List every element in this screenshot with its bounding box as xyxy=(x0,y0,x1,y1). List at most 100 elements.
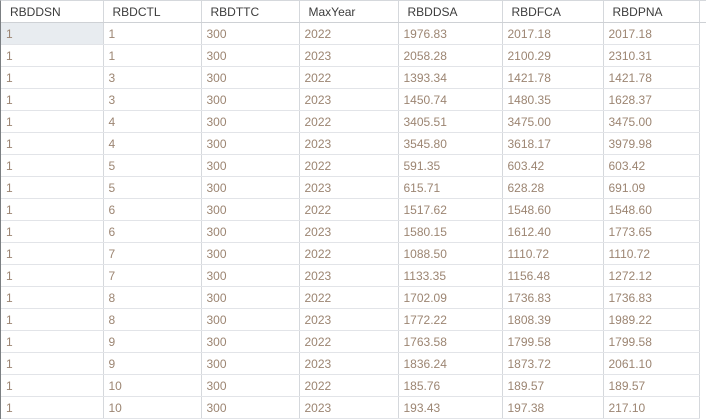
column-header[interactable]: MaxYear xyxy=(299,1,399,23)
table-cell[interactable]: 1989.22 xyxy=(603,308,700,331)
table-cell[interactable]: 1110.72 xyxy=(603,242,700,265)
table-cell[interactable]: 2022 xyxy=(299,330,399,353)
table-cell[interactable]: 300 xyxy=(201,88,300,111)
table-cell[interactable]: 193.43 xyxy=(398,396,503,419)
table-cell[interactable]: 10 xyxy=(103,396,202,419)
table-cell[interactable]: 3545.80 xyxy=(398,132,503,155)
table-cell[interactable]: 1702.09 xyxy=(398,286,503,309)
table-cell[interactable]: 8 xyxy=(103,308,202,331)
table-cell[interactable]: 1 xyxy=(1,22,104,45)
table-cell[interactable]: 3979.98 xyxy=(603,132,700,155)
table-cell[interactable]: 9 xyxy=(103,352,202,375)
table-cell[interactable]: 2023 xyxy=(299,176,399,199)
table-cell[interactable]: 2061.10 xyxy=(603,352,700,375)
table-cell[interactable]: 300 xyxy=(201,242,300,265)
table-cell[interactable]: 1548.60 xyxy=(603,198,700,221)
table-cell[interactable]: 1799.58 xyxy=(603,330,700,353)
table-cell[interactable]: 1517.62 xyxy=(398,198,503,221)
table-cell[interactable]: 2022 xyxy=(299,66,399,89)
table-cell[interactable]: 4 xyxy=(103,132,202,155)
table-cell[interactable]: 10 xyxy=(103,374,202,397)
table-cell[interactable]: 7 xyxy=(103,264,202,287)
table-cell[interactable]: 189.57 xyxy=(502,374,604,397)
table-cell[interactable]: 300 xyxy=(201,352,300,375)
table-cell[interactable]: 2023 xyxy=(299,88,399,111)
table-cell[interactable]: 1 xyxy=(1,352,104,375)
table-cell[interactable]: 1 xyxy=(1,154,104,177)
table-cell[interactable]: 615.71 xyxy=(398,176,503,199)
table-cell[interactable]: 1612.40 xyxy=(502,220,604,243)
table-cell[interactable]: 1 xyxy=(1,374,104,397)
table-cell[interactable]: 1763.58 xyxy=(398,330,503,353)
table-cell[interactable]: 2022 xyxy=(299,242,399,265)
table-cell[interactable]: 1272.12 xyxy=(603,264,700,287)
table-cell[interactable]: 603.42 xyxy=(603,154,700,177)
table-cell[interactable]: 1976.83 xyxy=(398,22,503,45)
table-cell[interactable]: 300 xyxy=(201,22,300,45)
table-cell[interactable]: 300 xyxy=(201,220,300,243)
table-cell[interactable]: 3405.51 xyxy=(398,110,503,133)
table-cell[interactable]: 2100.29 xyxy=(502,44,604,67)
table-cell[interactable]: 1836.24 xyxy=(398,352,503,375)
table-cell[interactable]: 2023 xyxy=(299,132,399,155)
table-cell[interactable]: 1736.83 xyxy=(603,286,700,309)
table-cell[interactable]: 300 xyxy=(201,374,300,397)
table-cell[interactable]: 1 xyxy=(1,220,104,243)
column-header[interactable]: RBDCTL xyxy=(103,1,202,23)
table-cell[interactable]: 1580.15 xyxy=(398,220,503,243)
table-cell[interactable]: 300 xyxy=(201,110,300,133)
table-cell[interactable]: 1736.83 xyxy=(502,286,604,309)
table-cell[interactable]: 5 xyxy=(103,176,202,199)
table-cell[interactable]: 300 xyxy=(201,154,300,177)
table-cell[interactable]: 1 xyxy=(1,396,104,419)
table-cell[interactable]: 1 xyxy=(1,132,104,155)
table-cell[interactable]: 300 xyxy=(201,396,300,419)
table-cell[interactable]: 6 xyxy=(103,220,202,243)
table-cell[interactable]: 2022 xyxy=(299,154,399,177)
table-cell[interactable]: 1 xyxy=(103,22,202,45)
table-cell[interactable]: 1799.58 xyxy=(502,330,604,353)
table-cell[interactable]: 1 xyxy=(1,66,104,89)
table-cell[interactable]: 300 xyxy=(201,330,300,353)
column-header[interactable]: RBDDSN xyxy=(1,1,104,23)
table-cell[interactable]: 2023 xyxy=(299,220,399,243)
table-cell[interactable]: 1548.60 xyxy=(502,198,604,221)
table-cell[interactable]: 8 xyxy=(103,286,202,309)
table-cell[interactable]: 603.42 xyxy=(502,154,604,177)
column-header[interactable]: RBDDSA xyxy=(398,1,503,23)
table-cell[interactable]: 2023 xyxy=(299,396,399,419)
table-cell[interactable]: 1 xyxy=(1,330,104,353)
table-cell[interactable]: 300 xyxy=(201,132,300,155)
table-cell[interactable]: 1110.72 xyxy=(502,242,604,265)
table-cell[interactable]: 1421.78 xyxy=(603,66,700,89)
table-cell[interactable]: 300 xyxy=(201,44,300,67)
table-cell[interactable]: 1773.65 xyxy=(603,220,700,243)
table-cell[interactable]: 1 xyxy=(1,44,104,67)
table-cell[interactable]: 197.38 xyxy=(502,396,604,419)
table-cell[interactable]: 5 xyxy=(103,154,202,177)
table-cell[interactable]: 3475.00 xyxy=(502,110,604,133)
table-cell[interactable]: 1 xyxy=(1,198,104,221)
table-cell[interactable]: 217.10 xyxy=(603,396,700,419)
table-cell[interactable]: 2022 xyxy=(299,286,399,309)
table-cell[interactable]: 2022 xyxy=(299,198,399,221)
table-cell[interactable]: 591.35 xyxy=(398,154,503,177)
table-cell[interactable]: 300 xyxy=(201,308,300,331)
table-cell[interactable]: 1450.74 xyxy=(398,88,503,111)
table-cell[interactable]: 7 xyxy=(103,242,202,265)
table-cell[interactable]: 2017.18 xyxy=(502,22,604,45)
table-cell[interactable]: 2310.31 xyxy=(603,44,700,67)
table-cell[interactable]: 9 xyxy=(103,330,202,353)
table-cell[interactable]: 4 xyxy=(103,110,202,133)
table-cell[interactable]: 2023 xyxy=(299,308,399,331)
table-cell[interactable]: 691.09 xyxy=(603,176,700,199)
table-cell[interactable]: 3 xyxy=(103,66,202,89)
table-cell[interactable]: 1480.35 xyxy=(502,88,604,111)
table-cell[interactable]: 1421.78 xyxy=(502,66,604,89)
table-cell[interactable]: 628.28 xyxy=(502,176,604,199)
table-cell[interactable]: 1873.72 xyxy=(502,352,604,375)
table-cell[interactable]: 1 xyxy=(1,286,104,309)
table-cell[interactable]: 1772.22 xyxy=(398,308,503,331)
table-cell[interactable]: 1 xyxy=(1,110,104,133)
table-cell[interactable]: 1 xyxy=(103,44,202,67)
